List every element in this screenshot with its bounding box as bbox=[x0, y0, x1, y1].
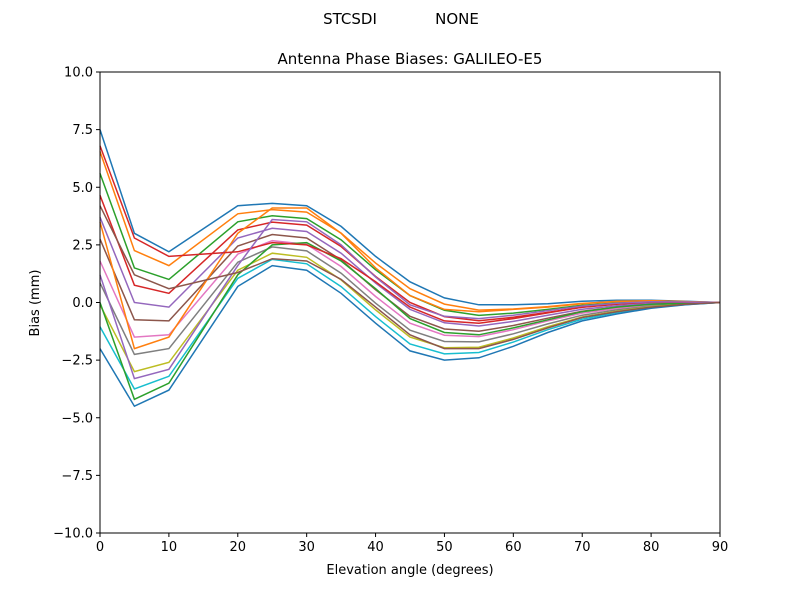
series-line-s12 bbox=[99, 207, 721, 350]
x-axis-label: Elevation angle (degrees) bbox=[326, 563, 493, 578]
series-line-s8 bbox=[99, 246, 721, 356]
series-line-s14 bbox=[99, 145, 721, 324]
suptitle-left: STCSDI bbox=[323, 10, 377, 28]
x-tick-label: 0 bbox=[96, 540, 104, 555]
series-line-s16 bbox=[99, 205, 721, 350]
x-tick-label: 50 bbox=[436, 540, 453, 555]
series-line-s7 bbox=[99, 239, 721, 338]
x-tick-label: 60 bbox=[505, 540, 522, 555]
y-axis-label: Bias (mm) bbox=[28, 270, 43, 337]
y-tick-label: 7.5 bbox=[72, 123, 93, 138]
y-tick-label: −5.0 bbox=[61, 411, 93, 426]
y-tick-label: 2.5 bbox=[72, 238, 93, 253]
y-tick-label: 10.0 bbox=[64, 66, 93, 81]
series-line-s10 bbox=[99, 258, 721, 390]
x-tick-label: 70 bbox=[574, 540, 591, 555]
chart-title: Antenna Phase Biases: GALILEO-E5 bbox=[278, 50, 543, 68]
x-axis: 0 10 20 30 40 50 60 70 80 90 bbox=[96, 533, 728, 555]
x-tick-label: 40 bbox=[367, 540, 384, 555]
y-axis: −10.0 −7.5 −5.0 −2.5 0.0 2.5 5.0 7.5 10.0 bbox=[53, 66, 100, 542]
y-tick-label: 0.0 bbox=[72, 296, 93, 311]
x-tick-label: 80 bbox=[643, 540, 660, 555]
series-line-s15 bbox=[99, 218, 721, 380]
series-line-s2 bbox=[99, 151, 721, 311]
series-line-s11 bbox=[99, 264, 721, 408]
series-lines bbox=[99, 129, 721, 408]
x-tick-label: 90 bbox=[712, 540, 729, 555]
y-tick-label: −10.0 bbox=[53, 527, 93, 542]
series-line-s1 bbox=[99, 129, 721, 306]
suptitle-right: NONE bbox=[435, 10, 479, 28]
x-tick-label: 20 bbox=[230, 540, 247, 555]
y-tick-label: −7.5 bbox=[61, 469, 93, 484]
x-tick-label: 10 bbox=[161, 540, 178, 555]
y-tick-label: 5.0 bbox=[72, 181, 93, 196]
x-tick-label: 30 bbox=[298, 540, 315, 555]
y-tick-label: −2.5 bbox=[61, 354, 93, 369]
series-line-s13 bbox=[99, 241, 721, 401]
